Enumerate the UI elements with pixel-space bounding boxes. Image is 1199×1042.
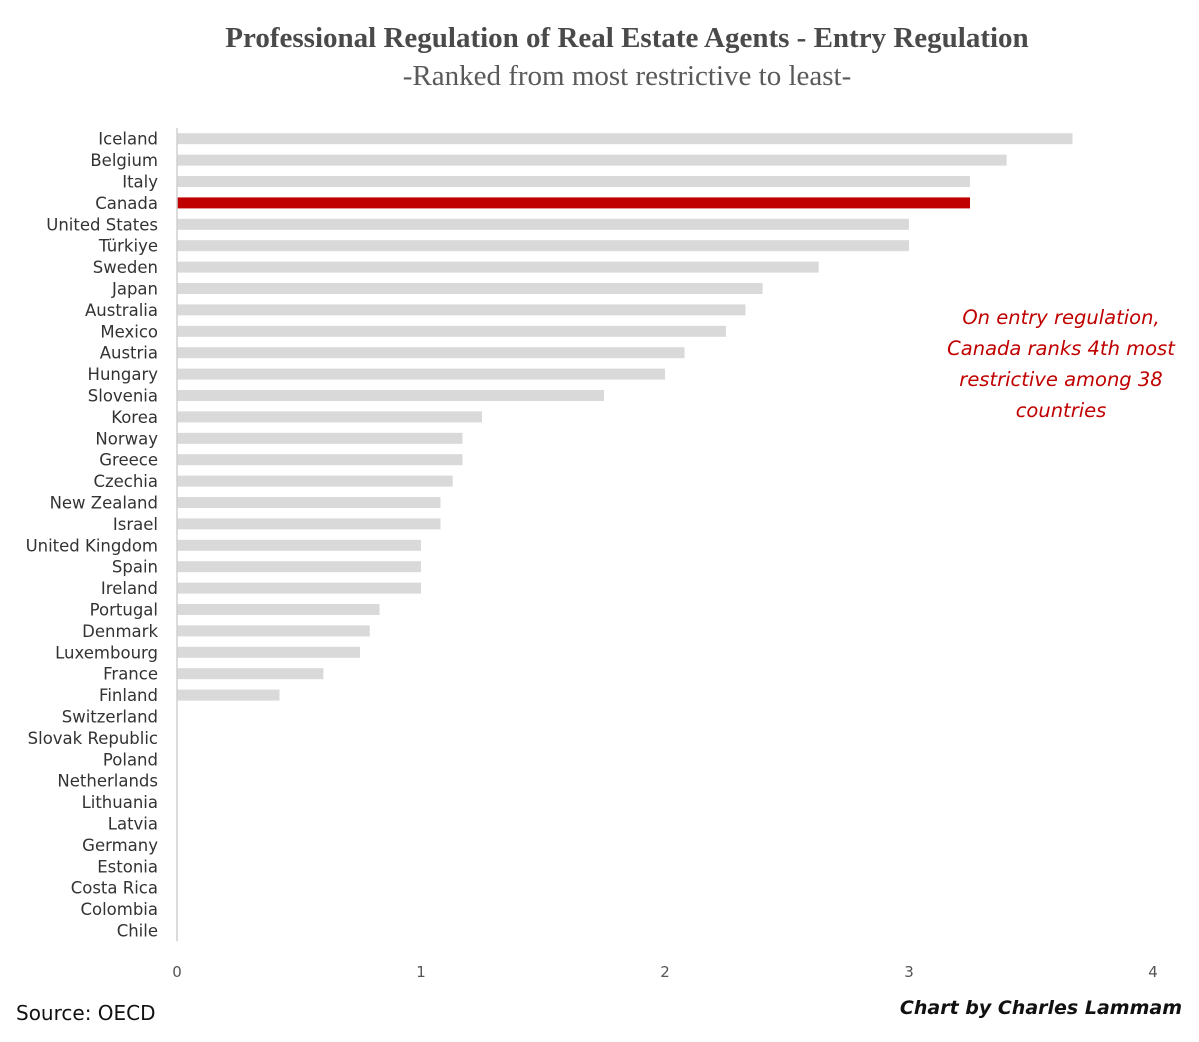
bar-italy (177, 176, 970, 187)
category-label-latvia: Latvia (108, 815, 158, 834)
category-label-germany: Germany (82, 836, 158, 855)
bar-ireland (177, 582, 421, 594)
bar-luxembourg (177, 646, 360, 658)
category-label-estonia: Estonia (97, 857, 158, 876)
x-tick-label-1: 1 (416, 963, 426, 981)
x-tick-label-0: 0 (172, 963, 182, 981)
bar-canada (177, 197, 970, 209)
category-labels-group: Iceland Belgium Italy Canada United States Tü… (26, 130, 159, 941)
category-label-greece: Greece (99, 451, 158, 470)
chart-title: Professional Regulation of Real Estate A… (225, 22, 1029, 54)
category-label-canada: Canada (95, 194, 158, 213)
category-label-hungary: Hungary (88, 365, 159, 384)
category-label-colombia: Colombia (80, 900, 158, 919)
bar-japan (177, 283, 763, 294)
bar-t-rkiye (177, 240, 909, 252)
category-label-t-rkiye: Türkiye (98, 237, 158, 256)
annotation-line-3: restrictive among 38 (959, 368, 1163, 391)
category-label-belgium: Belgium (90, 151, 158, 170)
bar-denmark (177, 625, 370, 637)
category-label-chile: Chile (117, 922, 158, 941)
bar-australia (177, 304, 746, 316)
category-label-japan: Japan (111, 280, 158, 299)
category-label-luxembourg: Luxembourg (55, 643, 158, 662)
bar-portugal (177, 604, 380, 615)
bar-france (177, 668, 324, 680)
category-label-sweden: Sweden (93, 258, 158, 277)
category-label-portugal: Portugal (90, 601, 158, 620)
bar-sweden (177, 261, 819, 273)
category-label-australia: Australia (85, 301, 158, 320)
bar-new-zealand (177, 497, 441, 508)
bar-austria (177, 347, 685, 359)
category-label-new-zealand: New Zealand (50, 494, 158, 513)
annotation-callout: On entry regulation, Canada ranks 4th mo… (930, 302, 1192, 426)
category-label-costa-rica: Costa Rica (71, 879, 158, 898)
bar-israel (177, 518, 441, 530)
category-label-france: France (103, 665, 158, 684)
x-tick-labels-group: 0 1 2 3 4 (172, 963, 1158, 981)
category-label-netherlands: Netherlands (57, 772, 158, 791)
annotation-line-4: countries (1015, 399, 1107, 422)
bar-mexico (177, 325, 726, 337)
category-label-spain: Spain (112, 558, 158, 577)
source-note: Source: OECD (16, 1001, 156, 1025)
bar-czechia (177, 475, 453, 487)
bar-hungary (177, 368, 665, 380)
x-tick-label-2: 2 (660, 963, 670, 981)
category-label-israel: Israel (113, 515, 158, 534)
bar-belgium (177, 154, 1007, 166)
bar-spain (177, 561, 421, 573)
category-label-ireland: Ireland (101, 579, 158, 598)
category-label-italy: Italy (122, 173, 158, 192)
chart-credit: Chart by Charles Lammam (899, 997, 1182, 1019)
x-tick-label-3: 3 (904, 963, 914, 981)
bar-greece (177, 454, 463, 466)
annotation-line-1: On entry regulation, (962, 306, 1160, 329)
category-label-denmark: Denmark (82, 622, 158, 641)
bar-united-kingdom (177, 539, 421, 551)
category-label-austria: Austria (100, 344, 158, 363)
category-label-finland: Finland (99, 686, 158, 705)
chart-subtitle: -Ranked from most restrictive to least- (402, 60, 852, 92)
category-label-norway: Norway (95, 429, 158, 448)
bars-group (177, 133, 1073, 701)
category-label-united-states: United States (46, 215, 158, 234)
category-label-switzerland: Switzerland (62, 708, 158, 727)
category-label-korea: Korea (111, 408, 158, 427)
category-label-slovenia: Slovenia (88, 387, 158, 406)
x-tick-label-4: 4 (1148, 963, 1158, 981)
bar-iceland (177, 133, 1073, 145)
annotation-line-2: Canada ranks 4th most (947, 337, 1175, 360)
bar-norway (177, 432, 463, 444)
category-label-lithuania: Lithuania (82, 793, 158, 812)
category-label-czechia: Czechia (93, 472, 158, 491)
category-label-iceland: Iceland (98, 130, 158, 149)
category-label-mexico: Mexico (100, 322, 158, 341)
bar-finland (177, 689, 280, 701)
bar-slovenia (177, 390, 604, 401)
bar-united-states (177, 218, 909, 230)
category-label-united-kingdom: United Kingdom (26, 536, 158, 555)
bar-korea (177, 411, 482, 423)
category-label-slovak-republic: Slovak Republic (28, 729, 158, 748)
category-label-poland: Poland (103, 750, 158, 769)
